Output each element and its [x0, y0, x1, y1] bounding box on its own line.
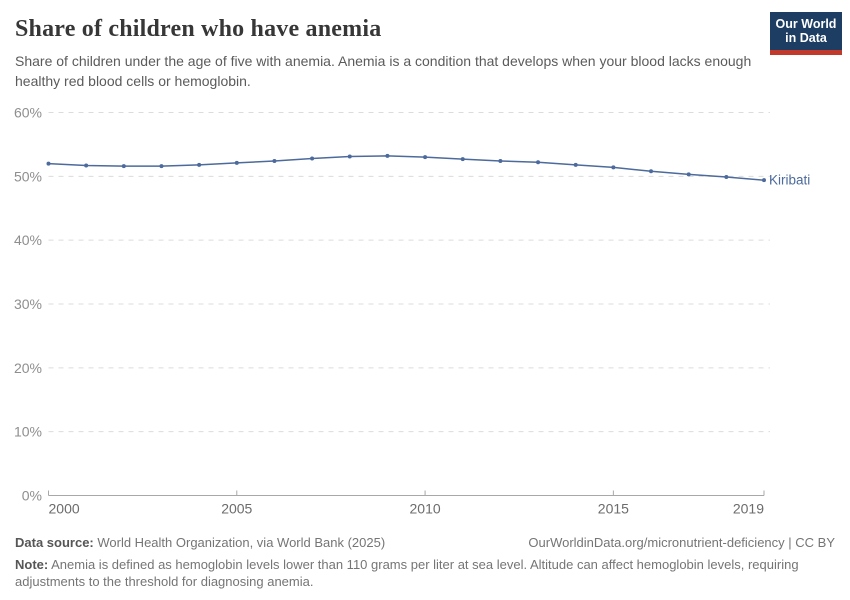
- data-point[interactable]: [724, 174, 729, 179]
- y-tick-label: 20%: [14, 360, 42, 376]
- data-point[interactable]: [46, 161, 51, 166]
- data-point[interactable]: [385, 153, 390, 158]
- data-point[interactable]: [498, 159, 503, 164]
- series-line[interactable]: [48, 155, 765, 181]
- data-point[interactable]: [573, 162, 578, 167]
- chart-note: Note: Anemia is defined as hemoglobin le…: [15, 556, 820, 591]
- data-source: Data source: World Health Organization, …: [15, 534, 385, 552]
- owid-logo-line1: Our World: [775, 17, 837, 31]
- data-point[interactable]: [197, 162, 202, 167]
- y-tick-label: 30%: [14, 296, 42, 312]
- data-point[interactable]: [536, 160, 541, 165]
- y-tick-label: 0%: [22, 488, 42, 504]
- owid-logo[interactable]: Our World in Data: [770, 12, 842, 55]
- chart-title: Share of children who have anemia: [15, 16, 382, 42]
- data-point[interactable]: [460, 157, 465, 162]
- data-point[interactable]: [234, 160, 239, 165]
- x-tick-label: 2019: [733, 501, 764, 517]
- x-tick-label: 2005: [221, 501, 252, 517]
- x-tick-label: 2015: [598, 501, 629, 517]
- data-point[interactable]: [121, 164, 126, 169]
- x-tick-label: 2010: [410, 501, 441, 517]
- data-point[interactable]: [686, 172, 691, 177]
- y-tick-label: 40%: [14, 232, 42, 248]
- y-tick-label: 50%: [14, 168, 42, 184]
- chart-subtitle: Share of children under the age of five …: [15, 53, 752, 89]
- y-tick-label: 60%: [14, 105, 42, 121]
- x-tick-label: 2000: [49, 501, 80, 517]
- entity-label[interactable]: Kiribati: [769, 173, 810, 188]
- data-source-label: Data source:: [15, 535, 94, 550]
- data-point[interactable]: [611, 165, 616, 170]
- data-point[interactable]: [272, 159, 277, 164]
- chart-footer: Data source: World Health Organization, …: [15, 534, 835, 591]
- data-point[interactable]: [84, 163, 89, 168]
- y-tick-label: 10%: [14, 424, 42, 440]
- data-point[interactable]: [649, 169, 654, 174]
- owid-logo-line2: in Data: [785, 31, 827, 46]
- data-point[interactable]: [310, 156, 315, 161]
- attribution-link[interactable]: OurWorldinData.org/micronutrient-deficie…: [528, 535, 835, 550]
- data-point[interactable]: [423, 155, 428, 160]
- note-text: Anemia is defined as hemoglobin levels l…: [15, 556, 799, 590]
- line-chart[interactable]: 0% 10% 20% 30% 40% 50% 60% 2000 2005 2010 2015 2019…: [0, 96, 850, 530]
- data-source-text: World Health Organization, via World Ban…: [93, 535, 386, 550]
- data-point[interactable]: [159, 164, 164, 169]
- data-point[interactable]: [762, 178, 766, 183]
- note-label: Note:: [15, 556, 49, 572]
- data-point[interactable]: [347, 154, 352, 159]
